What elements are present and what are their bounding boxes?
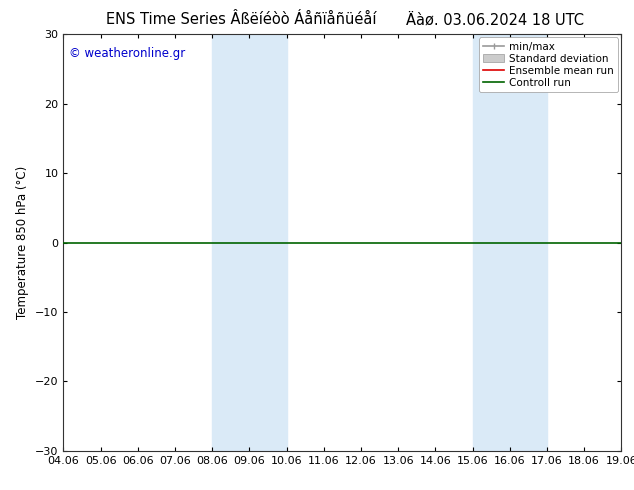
Text: © weatheronline.gr: © weatheronline.gr xyxy=(69,47,185,60)
Legend: min/max, Standard deviation, Ensemble mean run, Controll run: min/max, Standard deviation, Ensemble me… xyxy=(479,37,618,92)
Bar xyxy=(212,34,287,451)
Y-axis label: Temperature 850 hPa (°C): Temperature 850 hPa (°C) xyxy=(16,166,30,319)
Text: Äàø. 03.06.2024 18 UTC: Äàø. 03.06.2024 18 UTC xyxy=(406,12,583,27)
Text: ENS Time Series Âßëíéòò Áåñïåñüéåí: ENS Time Series Âßëíéòò Áåñïåñüéåí xyxy=(106,12,376,27)
Bar xyxy=(472,34,547,451)
